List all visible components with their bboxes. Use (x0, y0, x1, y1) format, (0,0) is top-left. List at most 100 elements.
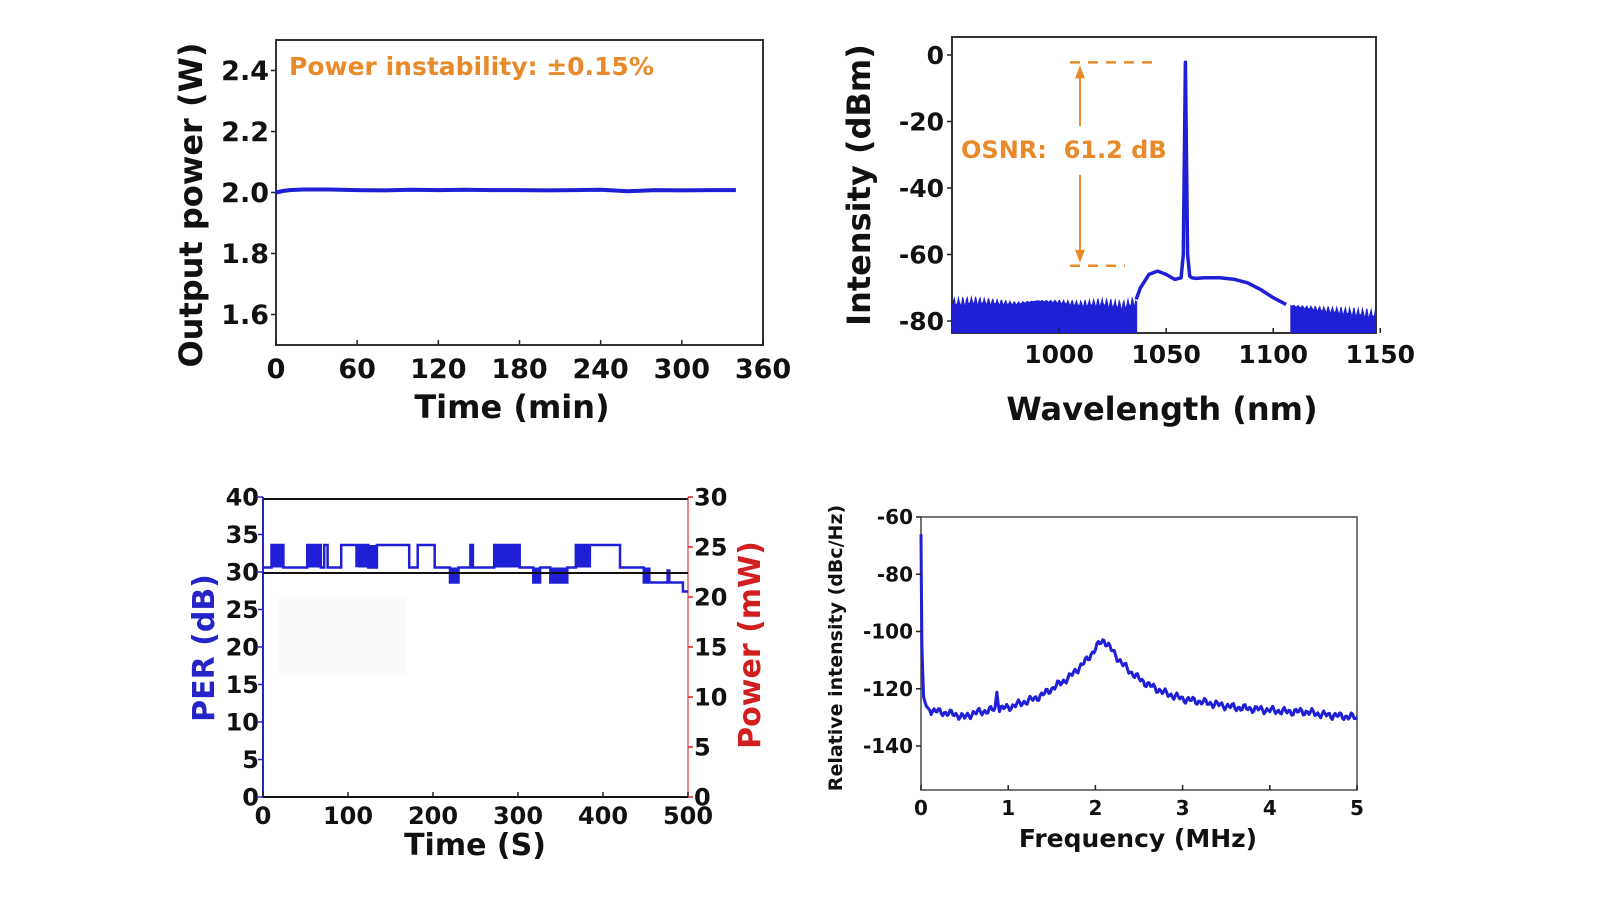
x-tick-label: 1100 (1238, 340, 1308, 369)
y-tick-label: 2.0 (221, 178, 269, 209)
y-tick-label: 10 (694, 684, 727, 712)
x-tick-label: 1150 (1345, 340, 1415, 369)
noise-floor-region (1290, 304, 1376, 333)
x-tick-label: 0 (914, 796, 928, 820)
x-tick-label: 2 (1088, 796, 1102, 820)
spectrum-line (1134, 60, 1287, 306)
y-axis-title: Relative intensity (dBc/Hz) (825, 505, 847, 791)
x-tick-label: 300 (654, 354, 710, 385)
x-tick-label: 120 (410, 354, 466, 385)
faint-artifact (278, 597, 406, 675)
x-axis-title: Wavelength (nm) (1006, 390, 1317, 428)
x-tick-label: 5 (1350, 796, 1364, 820)
y-tick-label: 15 (226, 671, 259, 699)
plot-frame (275, 39, 764, 346)
osnr-annotation-marks (1070, 61, 1160, 268)
y-tick-label: 1.8 (221, 239, 269, 270)
annotation-bg (958, 133, 1164, 165)
y-tick-label: -60 (877, 505, 913, 529)
y-tick-label: 5 (694, 734, 711, 762)
annotation-osnr: OSNR: 61.2 dB (961, 136, 1167, 164)
series-layer (1134, 60, 1287, 333)
rin-spectrum-chart: 0 1 2 3 4 5 -60 -80 -100 -120 -140 Frequency (MHz… (825, 505, 1364, 853)
y-axis-title: Output power (W) (172, 42, 210, 367)
x-axis-title: Time (S) (404, 828, 546, 863)
y-tick-label: 5 (242, 746, 259, 774)
arrow-up-icon (1075, 65, 1085, 79)
per-filled-block (368, 545, 377, 568)
y-axis-title-left: PER (dB) (187, 574, 222, 722)
output-power-line (275, 187, 736, 195)
annotation-power-instability: Power instability: ±0.15% (289, 52, 654, 81)
x-ticks: 1000 1050 1100 1150 (1024, 328, 1415, 369)
per-filled-block (643, 567, 651, 583)
per-filled-block (450, 567, 459, 583)
x-tick-label: 60 (338, 354, 376, 385)
rin-line (919, 534, 1358, 721)
y-tick-label: 30 (694, 484, 727, 512)
y-tick-label: 10 (226, 709, 259, 737)
y-axis-title-right: Power (mW) (733, 541, 768, 749)
series-layer (263, 543, 688, 593)
y-ticks: 0 -20 -40 -60 -80 (899, 41, 952, 336)
per-stability-chart: 0 100 200 300 400 500 0 5 10 15 20 25 30 35 40 0 5 10 15… (187, 484, 768, 863)
y-tick-label: 0 (694, 784, 711, 812)
x-tick-label: 360 (735, 354, 791, 385)
y-tick-label: -100 (863, 620, 913, 644)
optical-spectrum-chart: 1000 1050 1100 1150 0 -20 -40 -60 -80 OSNR: 61.… (840, 36, 1415, 428)
noise-floor-region (952, 294, 1137, 333)
y-tick-label: 35 (226, 521, 259, 549)
y-ticks-right: 0 5 10 15 20 25 30 (688, 484, 727, 812)
y-tick-label: -140 (863, 734, 913, 758)
y-tick-label: 25 (694, 534, 727, 562)
x-tick-label: 300 (493, 802, 543, 830)
x-tick-label: 400 (578, 802, 628, 830)
y-tick-label: -80 (877, 562, 913, 586)
y-tick-label: 0 (927, 41, 944, 70)
series-layer (919, 534, 1358, 721)
x-tick-label: 100 (323, 802, 373, 830)
y-tick-label: 40 (226, 484, 259, 512)
x-tick-label: 240 (572, 354, 628, 385)
arrow-down-icon (1075, 249, 1085, 263)
x-tick-label: 1000 (1024, 340, 1094, 369)
y-tick-label: 15 (694, 634, 727, 662)
x-ticks: 0 100 200 300 400 500 (255, 792, 713, 830)
x-tick-label: 0 (255, 802, 272, 830)
series-layer (275, 187, 736, 195)
noise-floor-fill (952, 294, 1376, 333)
y-tick-label: 2.4 (221, 56, 269, 87)
y-tick-label: -20 (899, 108, 944, 137)
per-filled-block (533, 567, 541, 583)
x-ticks: 0 1 2 3 4 5 (914, 785, 1364, 820)
y-tick-label: 25 (226, 596, 259, 624)
y-tick-label: -120 (863, 677, 913, 701)
y-ticks-left: 0 5 10 15 20 25 30 35 40 (226, 484, 263, 812)
x-tick-label: 1050 (1131, 340, 1201, 369)
plot-frame (951, 36, 1377, 334)
x-tick-label: 3 (1176, 796, 1190, 820)
y-tick-label: 20 (226, 634, 259, 662)
y-ticks: -60 -80 -100 -120 -140 (863, 505, 921, 758)
y-tick-label: -40 (899, 174, 944, 203)
x-tick-label: 180 (491, 354, 547, 385)
y-tick-label: 20 (694, 584, 727, 612)
y-tick-label: 1.6 (221, 300, 269, 331)
per-filled-block (307, 545, 321, 568)
per-filled-block (494, 545, 520, 568)
x-tick-label: 500 (663, 802, 713, 830)
plot-frame (920, 516, 1358, 791)
per-step-line (263, 543, 688, 593)
x-tick-label: 200 (408, 802, 458, 830)
y-tick-label: 0 (242, 784, 259, 812)
x-axis-title: Time (min) (414, 388, 609, 426)
x-tick-label: 4 (1263, 796, 1277, 820)
per-filled-block (550, 567, 568, 583)
y-ticks: 1.6 1.8 2.0 2.2 2.4 (221, 56, 276, 331)
y-axis-title: Intensity (dBm) (840, 44, 878, 326)
y-tick-label: 30 (226, 559, 259, 587)
per-filled-block (575, 545, 592, 568)
power-stability-chart: 0 60 120 180 240 300 360 1.6 1.8 2.0 2.2 2.4 Power… (172, 39, 791, 426)
per-filled-block (271, 545, 284, 568)
